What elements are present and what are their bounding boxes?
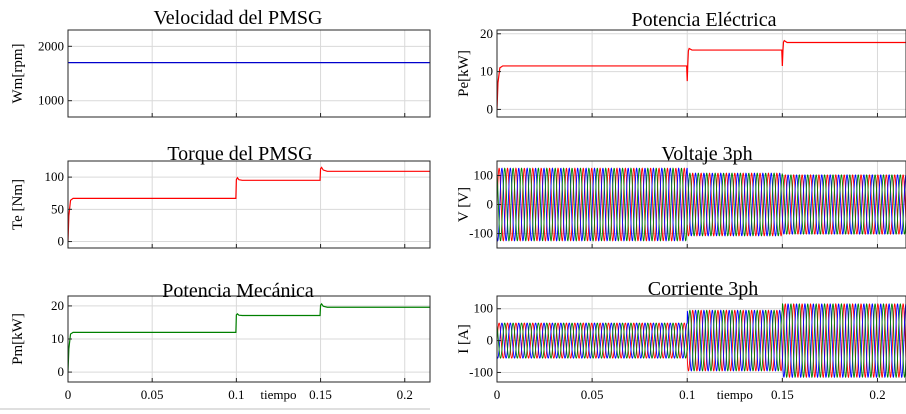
axes-frame — [67, 29, 431, 118]
series-line — [68, 166, 430, 242]
plot-area — [68, 161, 430, 248]
series-group — [497, 303, 906, 379]
series-group — [497, 39, 906, 110]
x-tick-label: 0.2 — [397, 387, 413, 402]
chart-title: Potencia Eléctrica — [632, 9, 777, 31]
phase-line — [497, 167, 906, 242]
y-tick-label: 100 — [45, 169, 65, 184]
y-tick-label: 0 — [487, 333, 494, 348]
series-line — [497, 39, 906, 110]
chart-te: 0 50 100 Torque del PMSG Te [Nm] — [10, 143, 431, 249]
series-group — [68, 302, 430, 373]
chart-pm: 0 10 20 0 0.05 0.1 0.15 0.2 tiempo Potencia Mecán… — [10, 280, 431, 402]
chart-wm: 1000 2000 Velocidad del PMSG Wm[rpm] — [10, 7, 431, 118]
chart-title: Corriente 3ph — [648, 278, 759, 300]
series-group — [497, 167, 906, 242]
y-tick-label: 1000 — [38, 93, 64, 108]
phase-line — [497, 303, 906, 379]
x-tick-label: 0.15 — [771, 387, 794, 402]
x-tick-label: 0.2 — [869, 387, 885, 402]
y-axis-label: Pe[kW] — [456, 50, 472, 97]
y-tick-label: 20 — [480, 26, 493, 41]
y-tick-label: 10 — [51, 331, 64, 346]
y-tick-label: 0 — [487, 197, 494, 212]
y-tick-label: 100 — [474, 168, 494, 183]
x-tick-label: 0.1 — [228, 387, 244, 402]
chart-title: Potencia Mecánica — [162, 280, 314, 302]
series-line — [68, 302, 430, 373]
y-axis-label: V [V] — [456, 187, 472, 222]
y-tick-label: -100 — [469, 226, 493, 241]
x-tick-label: 0.15 — [309, 387, 332, 402]
x-tick-label: 0.05 — [581, 387, 604, 402]
y-tick-label: 50 — [51, 201, 64, 216]
y-tick-label: 10 — [480, 64, 493, 79]
plot-area — [497, 30, 906, 117]
y-axis-label: Pm[kW] — [10, 313, 26, 365]
y-axis-label: I [A] — [456, 324, 472, 354]
x-tick-label: 0.1 — [679, 387, 695, 402]
x-tick-label: 0.05 — [141, 387, 164, 402]
phase-line — [497, 167, 906, 242]
chart-title: Velocidad del PMSG — [154, 7, 323, 29]
chart-v3: -100 0 100 Voltaje 3ph V [V] — [456, 143, 906, 249]
x-tick-label: 0 — [494, 387, 501, 402]
x-tick-label: 0 — [65, 387, 72, 402]
axes-frame — [496, 29, 906, 118]
y-axis-label: Wm[rpm] — [10, 44, 26, 104]
y-tick-label: -100 — [469, 364, 493, 379]
chart-pe: 0 10 20 Potencia Eléctrica Pe[kW] — [456, 9, 906, 118]
phase-line — [497, 303, 906, 379]
y-axis-label: Te [Nm] — [10, 179, 26, 230]
y-tick-label: 100 — [474, 301, 494, 316]
y-tick-label: 0 — [487, 101, 494, 116]
x-axis-label: tiempo — [717, 387, 753, 402]
plot-area — [68, 30, 430, 117]
y-tick-label: 20 — [51, 298, 64, 313]
axes-frame — [496, 295, 906, 383]
y-tick-label: 2000 — [38, 38, 64, 53]
x-axis-label: tiempo — [260, 387, 296, 402]
axes-frame — [67, 160, 431, 249]
series-group — [68, 166, 430, 242]
y-tick-label: 0 — [58, 364, 65, 379]
y-tick-label: 0 — [58, 234, 65, 249]
chart-title: Voltaje 3ph — [661, 143, 752, 165]
chart-title: Torque del PMSG — [167, 143, 312, 165]
